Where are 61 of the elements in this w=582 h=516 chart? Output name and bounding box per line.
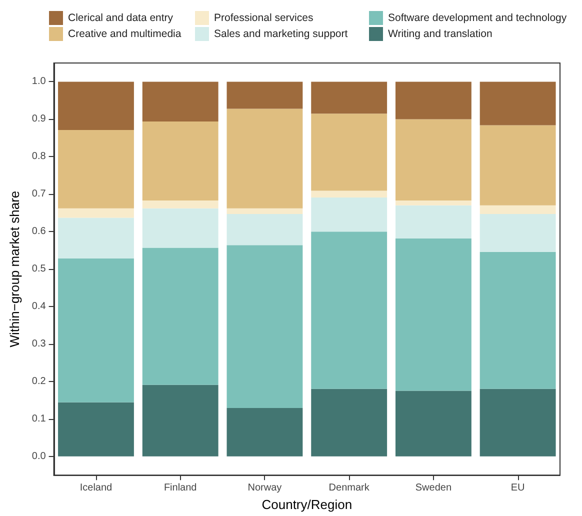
bar (480, 205, 556, 214)
legend-label: Clerical and data entry (68, 12, 174, 24)
y-tick-label: 0.5 (32, 264, 46, 275)
bar (142, 121, 218, 200)
y-axis-title: Within−group market share (7, 190, 22, 348)
legend-label: Creative and multimedia (68, 28, 182, 40)
bar (311, 197, 388, 232)
bar (58, 208, 134, 218)
y-tick-label: 0.7 (32, 188, 46, 200)
bar (311, 232, 388, 389)
bar (480, 214, 556, 252)
y-tick-label: 0.4 (32, 301, 46, 312)
bar (395, 82, 472, 120)
bar (395, 238, 472, 391)
bar (58, 402, 134, 456)
bar (58, 130, 134, 208)
x-axis-title: Country/Region (262, 497, 352, 512)
bar (226, 108, 303, 208)
bar (142, 384, 218, 456)
bar (311, 388, 388, 456)
bar (480, 388, 556, 456)
legend-label: Professional services (214, 12, 314, 24)
y-tick-label: 0.0 (32, 450, 46, 462)
bar (480, 82, 556, 126)
y-tick-label: 0.8 (32, 151, 46, 162)
legend-label: Software development and technology (388, 12, 568, 24)
bar (58, 218, 134, 259)
bar (226, 245, 303, 408)
bar (226, 214, 303, 246)
bar (395, 200, 472, 206)
bar (311, 82, 388, 114)
y-tick-label: 0.3 (32, 338, 46, 350)
x-tick-label: Sweden (415, 482, 452, 494)
bar (142, 248, 218, 385)
x-tick-label: EU (510, 482, 525, 494)
x-tick-label: Denmark (328, 482, 370, 494)
legend-label: Writing and translation (388, 28, 492, 40)
legend-label: Sales and marketing support (214, 28, 348, 40)
bar (311, 114, 388, 191)
bar (226, 208, 303, 214)
bar (226, 408, 303, 456)
y-tick-label: 0.2 (32, 376, 46, 387)
y-tick-label: 0.6 (32, 226, 46, 238)
x-tick-label: Iceland (80, 482, 112, 494)
bar (395, 205, 472, 238)
bar (142, 200, 218, 208)
bar (58, 258, 134, 402)
x-tick-label: Finland (164, 482, 197, 494)
x-tick-label: Norway (248, 482, 282, 494)
y-tick-label: 1.0 (32, 76, 46, 88)
bar (480, 125, 556, 206)
bar (395, 119, 472, 200)
y-tick-label: 0.9 (32, 114, 46, 125)
bar (311, 190, 388, 198)
bar (395, 390, 472, 456)
bar (142, 208, 218, 248)
bar (226, 82, 303, 109)
bar (142, 82, 218, 122)
bar (480, 252, 556, 389)
y-tick-label: 0.1 (32, 413, 46, 424)
bar (58, 82, 134, 130)
